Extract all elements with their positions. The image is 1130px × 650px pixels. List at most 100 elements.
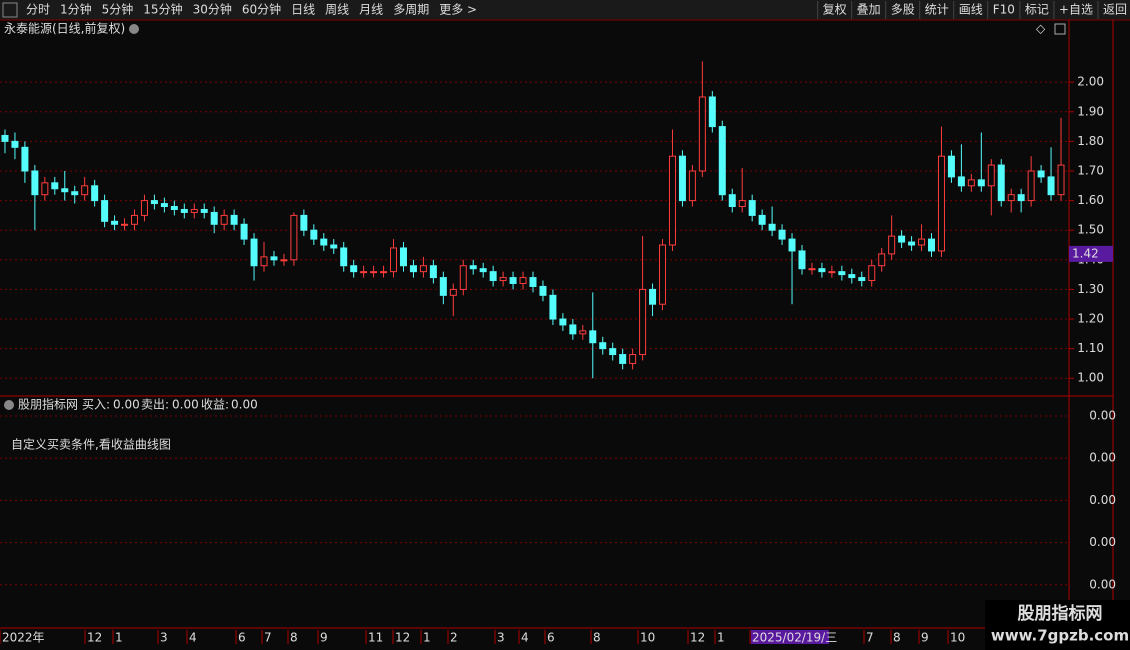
toolbar-button[interactable]: 返回 bbox=[1103, 3, 1127, 17]
candle-body bbox=[957, 176, 965, 187]
dropdown-icon[interactable] bbox=[4, 400, 14, 410]
candle-body bbox=[1037, 170, 1045, 178]
x-tick-label: 8 bbox=[893, 631, 901, 645]
candle-body bbox=[828, 271, 836, 274]
toolbar-tab[interactable]: 分时 bbox=[26, 3, 50, 17]
toolbar-button[interactable]: 多股 bbox=[891, 3, 915, 17]
candle-body bbox=[858, 277, 866, 282]
candle-body bbox=[569, 324, 577, 335]
sell-value: 0.00 bbox=[172, 398, 199, 412]
candle-body bbox=[489, 271, 497, 282]
candle-body bbox=[848, 274, 856, 279]
candle-body bbox=[340, 247, 348, 267]
candle-body bbox=[539, 285, 547, 296]
toolbar-tab[interactable]: 月线 bbox=[359, 3, 383, 17]
candle-body bbox=[529, 277, 537, 287]
candle-body bbox=[459, 265, 467, 290]
x-tick-label: 3 bbox=[497, 631, 505, 645]
watermark-url: www.7gpzb.com bbox=[991, 627, 1129, 645]
candle-body bbox=[708, 96, 716, 128]
candle-body bbox=[798, 250, 806, 270]
candle-body bbox=[160, 203, 168, 208]
x-tick-label: 2022年 bbox=[2, 631, 45, 645]
x-tick-label: 10 bbox=[640, 631, 655, 645]
x-tick-label: 3 bbox=[160, 631, 168, 645]
candle-body bbox=[250, 238, 258, 267]
toolbar-tab[interactable]: 多周期 bbox=[393, 3, 429, 17]
indicator-tick-label: 0.00 bbox=[1089, 535, 1116, 549]
diamond-icon[interactable]: ◇ bbox=[1036, 22, 1046, 36]
candle-body bbox=[509, 277, 517, 284]
candle-body bbox=[838, 271, 846, 276]
candle-body bbox=[300, 214, 308, 231]
toolbar-tab[interactable]: 60分钟 bbox=[242, 2, 281, 17]
candle-body bbox=[589, 330, 597, 344]
x-tick-label: 9 bbox=[320, 631, 328, 645]
toolbar-tab[interactable]: 30分钟 bbox=[193, 2, 232, 17]
candle-body bbox=[210, 211, 218, 225]
candle-body bbox=[639, 288, 647, 356]
toolbar-tab[interactable]: 15分钟 bbox=[143, 2, 182, 17]
toolbar-button[interactable]: 复权 bbox=[823, 3, 847, 17]
toolbar-tab[interactable]: 日线 bbox=[291, 3, 315, 17]
candle-body bbox=[918, 238, 926, 246]
x-tick-label: 11 bbox=[368, 631, 383, 645]
candle-body bbox=[619, 354, 627, 364]
toolbar-button[interactable]: 叠加 bbox=[857, 3, 881, 17]
toolbar-tab[interactable]: 5分钟 bbox=[102, 2, 134, 17]
candle-body bbox=[1007, 194, 1015, 202]
indicator-tick-label: 0.00 bbox=[1089, 577, 1116, 591]
toolbar-button[interactable]: 画线 bbox=[959, 3, 983, 17]
candle-body bbox=[81, 185, 89, 196]
candle-body bbox=[599, 342, 607, 350]
menu-icon[interactable] bbox=[2, 2, 18, 18]
toolbar-tab[interactable]: 更多 > bbox=[439, 3, 477, 17]
candle-body bbox=[380, 271, 388, 274]
candle-body bbox=[718, 126, 726, 196]
candle-body bbox=[260, 256, 268, 267]
buy-value: 0.00 bbox=[113, 398, 140, 412]
candle-body bbox=[609, 348, 617, 356]
indicator-tick-label: 0.00 bbox=[1089, 451, 1116, 465]
window-icon[interactable] bbox=[1054, 23, 1066, 35]
candle-body bbox=[150, 200, 158, 205]
candle-body bbox=[390, 247, 398, 273]
candle-body bbox=[111, 220, 119, 225]
candle-body bbox=[688, 170, 696, 202]
x-tick-label: 1 bbox=[717, 631, 725, 645]
toolbar-button[interactable]: +自选 bbox=[1059, 3, 1093, 17]
y-tick-label: 1.20 bbox=[1077, 312, 1104, 326]
toolbar-button[interactable]: 标记 bbox=[1025, 3, 1049, 17]
y-tick-label: 1.60 bbox=[1077, 193, 1104, 207]
candle-body bbox=[419, 265, 427, 273]
candle-body bbox=[977, 179, 985, 187]
toolbar-tab[interactable]: 周线 bbox=[325, 3, 349, 17]
candle-body bbox=[579, 330, 587, 335]
candle-body bbox=[559, 318, 567, 326]
watermark-box bbox=[985, 600, 1130, 650]
candle-body bbox=[808, 268, 816, 271]
y-tick-label: 1.70 bbox=[1077, 163, 1104, 177]
candle-body bbox=[778, 229, 786, 240]
candle-body bbox=[1, 134, 9, 142]
candle-body bbox=[121, 223, 129, 226]
candle-body bbox=[270, 256, 278, 261]
candle-body bbox=[748, 200, 756, 216]
toolbar-button[interactable]: 统计 bbox=[925, 3, 949, 17]
toolbar-tab[interactable]: 1分钟 bbox=[60, 2, 92, 17]
candle-body bbox=[868, 265, 876, 282]
watermark-title: 股朋指标网 bbox=[1018, 603, 1103, 624]
candle-body bbox=[947, 155, 955, 178]
candle-body bbox=[668, 155, 676, 246]
y-tick-label: 1.00 bbox=[1077, 371, 1104, 385]
candle-body bbox=[399, 247, 407, 267]
candle-body bbox=[499, 277, 507, 282]
candle-body bbox=[220, 214, 228, 225]
toolbar-button[interactable]: F10 bbox=[993, 3, 1015, 17]
indicator-name: 股朋指标网 bbox=[18, 397, 78, 412]
candle-body bbox=[629, 354, 637, 364]
dropdown-icon[interactable] bbox=[129, 24, 139, 34]
x-tick-label: 4 bbox=[189, 631, 197, 645]
candle-body bbox=[180, 208, 188, 213]
candle-body bbox=[1017, 194, 1025, 202]
